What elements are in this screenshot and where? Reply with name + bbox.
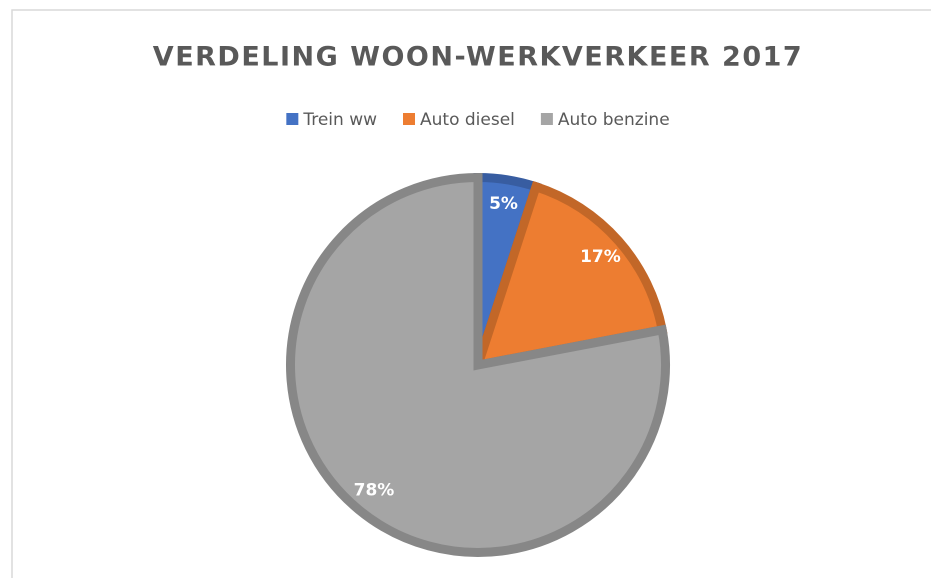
pie-slice bbox=[471, 181, 668, 371]
legend-text: Auto benzine bbox=[558, 110, 670, 130]
legend-item: Trein ww bbox=[286, 110, 377, 130]
chart-title: VERDELING WOON-WERKVERKEER 2017 bbox=[153, 42, 803, 73]
legend-item: Auto benzine bbox=[540, 110, 670, 130]
pie bbox=[286, 172, 670, 557]
data-label: 5% bbox=[489, 194, 518, 214]
legend-swatch bbox=[403, 113, 415, 125]
legend: Trein ww Auto diesel Auto benzine bbox=[286, 110, 670, 130]
pie-slice bbox=[286, 172, 670, 557]
data-label: 17% bbox=[580, 247, 621, 267]
legend-text: Trein ww bbox=[302, 110, 377, 130]
data-labels: 5% 17% 78% bbox=[354, 194, 621, 501]
legend-item: Auto diesel bbox=[403, 110, 515, 130]
legend-text: Auto diesel bbox=[420, 110, 515, 130]
legend-swatch bbox=[540, 113, 553, 125]
data-label: 78% bbox=[354, 481, 395, 501]
legend-swatch bbox=[286, 113, 299, 125]
